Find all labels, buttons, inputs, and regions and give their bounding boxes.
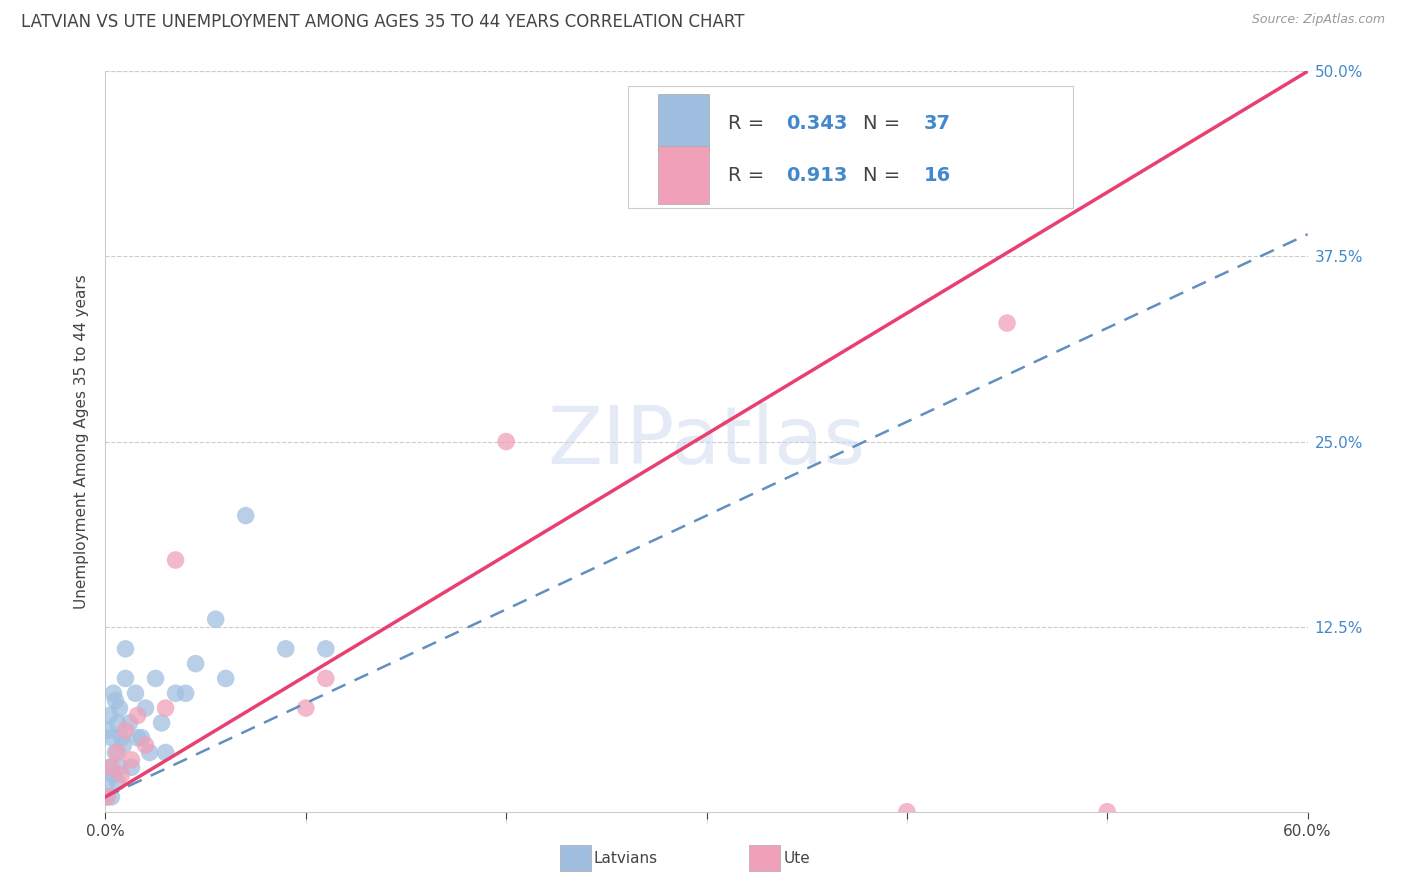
Text: 16: 16	[924, 166, 952, 185]
Point	[315, 641, 337, 656]
Point	[94, 789, 117, 804]
Text: LATVIAN VS UTE UNEMPLOYMENT AMONG AGES 35 TO 44 YEARS CORRELATION CHART: LATVIAN VS UTE UNEMPLOYMENT AMONG AGES 3…	[21, 13, 745, 31]
Point	[112, 738, 135, 752]
Point	[127, 708, 149, 723]
Point	[110, 731, 132, 745]
Point	[107, 715, 129, 730]
Text: Source: ZipAtlas.com: Source: ZipAtlas.com	[1251, 13, 1385, 27]
Point	[124, 686, 146, 700]
Point	[100, 760, 122, 774]
Point	[315, 672, 337, 686]
Point	[107, 775, 129, 789]
Point	[495, 434, 517, 449]
Point	[150, 715, 173, 730]
Point	[174, 686, 197, 700]
Point	[108, 760, 131, 774]
Point	[214, 672, 236, 686]
Text: ZIPatlas: ZIPatlas	[547, 402, 866, 481]
Point	[103, 686, 125, 700]
Point	[100, 731, 122, 745]
Point	[131, 731, 153, 745]
Text: 0.343: 0.343	[786, 113, 848, 133]
Point	[96, 775, 118, 789]
Text: Latvians: Latvians	[593, 851, 658, 866]
Point	[184, 657, 207, 671]
FancyBboxPatch shape	[628, 87, 1073, 209]
Point	[121, 753, 143, 767]
Point	[204, 612, 226, 626]
Point	[104, 694, 127, 708]
Point	[104, 746, 127, 760]
Text: N =: N =	[863, 113, 907, 133]
Point	[135, 701, 157, 715]
Point	[114, 641, 136, 656]
FancyBboxPatch shape	[658, 94, 709, 153]
Point	[114, 672, 136, 686]
Point	[995, 316, 1018, 330]
Point	[114, 723, 136, 738]
Point	[96, 723, 118, 738]
Point	[165, 553, 187, 567]
Point	[110, 767, 132, 781]
Point	[118, 715, 141, 730]
Point	[1097, 805, 1119, 819]
Point	[107, 746, 129, 760]
Point	[100, 789, 122, 804]
Point	[103, 767, 125, 781]
Point	[96, 789, 118, 804]
Point	[295, 701, 318, 715]
Text: R =: R =	[728, 113, 770, 133]
Point	[165, 686, 187, 700]
Point	[896, 805, 918, 819]
Point	[155, 746, 177, 760]
Point	[274, 641, 297, 656]
Point	[127, 731, 149, 745]
Point	[135, 738, 157, 752]
Point	[138, 746, 160, 760]
Text: N =: N =	[863, 166, 907, 185]
FancyBboxPatch shape	[658, 145, 709, 204]
Point	[155, 701, 177, 715]
Point	[121, 760, 143, 774]
Text: R =: R =	[728, 166, 770, 185]
Point	[98, 760, 121, 774]
Y-axis label: Unemployment Among Ages 35 to 44 years: Unemployment Among Ages 35 to 44 years	[75, 274, 90, 609]
Text: Ute: Ute	[783, 851, 810, 866]
Text: 37: 37	[924, 113, 950, 133]
Point	[145, 672, 167, 686]
Point	[108, 701, 131, 715]
Text: 0.913: 0.913	[786, 166, 848, 185]
Point	[98, 708, 121, 723]
Point	[235, 508, 257, 523]
